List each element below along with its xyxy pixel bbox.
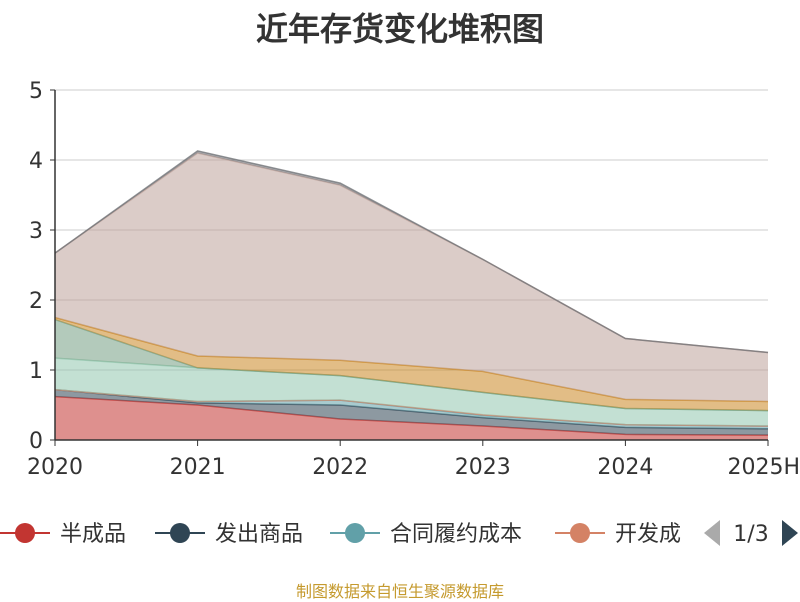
legend-circle-icon <box>170 523 190 543</box>
legend-label: 合同履约成本 <box>390 522 522 547</box>
y-tick-label: 5 <box>29 79 43 104</box>
y-tick-label: 4 <box>29 149 43 174</box>
x-tick-label: 2023 <box>455 455 511 480</box>
area-series-5 <box>55 358 768 426</box>
area-series-9-line <box>54 150 769 354</box>
legend-circle-icon <box>15 523 35 543</box>
x-tick-labels: 2020 2021 2022 2023 2024 2025H <box>27 455 800 480</box>
area-series-1 <box>55 396 768 440</box>
data-source-note: 制图数据来自恒生聚源数据库 <box>295 582 504 601</box>
legend-circle-icon <box>345 523 365 543</box>
chart-title: 近年存货变化堆积图 <box>255 10 544 48</box>
area-series-8 <box>55 153 768 402</box>
legend: 半成品 发出商品 合同履约成本 开发成 1/3 <box>0 520 798 547</box>
x-tick-label: 2024 <box>597 455 653 480</box>
y-tick-label: 3 <box>29 219 43 244</box>
y-tick-labels: 0 1 2 3 4 5 <box>29 79 43 454</box>
legend-item[interactable]: 开发成 <box>555 522 681 547</box>
x-tick-label: 2021 <box>170 455 226 480</box>
x-tick-label: 2025H <box>727 455 800 480</box>
legend-label: 发出商品 <box>215 522 303 547</box>
area-series-3 <box>55 389 768 429</box>
legend-label: 半成品 <box>60 522 126 547</box>
legend-item[interactable]: 发出商品 <box>155 522 303 547</box>
y-tick-label: 1 <box>29 359 43 384</box>
y-tick-label: 0 <box>29 429 43 454</box>
legend-pager: 1/3 <box>704 520 798 547</box>
legend-circle-icon <box>570 523 590 543</box>
legend-prev-icon[interactable] <box>704 520 720 546</box>
legend-visible-items: 半成品 发出商品 合同履约成本 开发成 <box>0 522 681 547</box>
y-tick-label: 2 <box>29 289 43 314</box>
area-layers <box>54 150 769 440</box>
axes <box>50 89 769 446</box>
x-tick-label: 2020 <box>27 455 83 480</box>
area-series-2 <box>55 389 768 436</box>
legend-page-indicator: 1/3 <box>733 522 768 547</box>
x-tick-label: 2022 <box>312 455 368 480</box>
legend-label: 开发成 <box>615 522 681 547</box>
legend-next-icon[interactable] <box>782 520 798 546</box>
legend-item[interactable]: 半成品 <box>0 522 126 547</box>
legend-items: 半成品 发出商品 合同履约成本 开发成 <box>0 522 681 547</box>
area-series-7 <box>55 317 768 411</box>
legend-item[interactable]: 合同履约成本 <box>330 522 522 547</box>
